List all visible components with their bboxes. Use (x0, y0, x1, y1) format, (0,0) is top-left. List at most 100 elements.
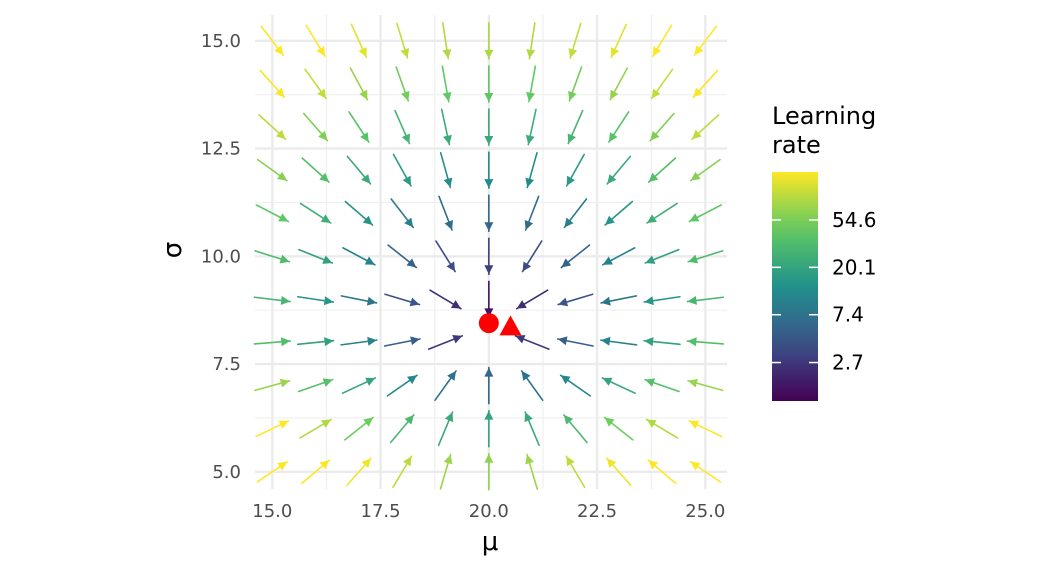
field-arrow (567, 109, 584, 145)
estimate-circle-marker (478, 313, 499, 334)
field-arrow (568, 66, 583, 102)
field-arrow (396, 22, 410, 59)
field-arrow (514, 334, 550, 350)
field-arrow (255, 420, 290, 438)
field-arrow (524, 195, 540, 231)
field-arrow (484, 151, 494, 189)
field-arrow (568, 22, 582, 59)
field-arrow (299, 418, 332, 439)
field-arrow (301, 459, 331, 485)
field-arrow (644, 248, 680, 264)
field-arrow (560, 244, 591, 269)
field-arrow (435, 240, 456, 273)
arrow-field (253, 22, 725, 491)
field-arrow (600, 336, 638, 346)
field-arrow (350, 23, 368, 59)
field-arrow (515, 289, 549, 310)
field-arrow (649, 112, 675, 142)
field-arrow (484, 280, 494, 319)
field-arrow (647, 459, 677, 485)
field-arrow (601, 377, 636, 394)
legend-tick-label: 7.4 (832, 303, 864, 327)
field-arrow (689, 158, 721, 182)
field-arrow (688, 204, 723, 223)
x-tick-label: 25.0 (685, 501, 725, 522)
field-arrow (643, 337, 681, 347)
field-arrow (525, 108, 537, 146)
field-arrow (602, 247, 636, 266)
y-tick-label: 15.0 (201, 31, 241, 52)
field-arrow (686, 295, 725, 305)
field-arrow (565, 455, 586, 489)
field-arrow (484, 65, 494, 103)
field-arrow (440, 108, 452, 146)
field-arrow (428, 334, 464, 350)
legend: Learning rate 2.7 7.4 20.1 54.6 (772, 102, 877, 401)
field-arrow (484, 22, 494, 60)
field-arrow (484, 409, 494, 448)
field-arrow (525, 151, 538, 189)
y-tick-label: 12.5 (201, 139, 241, 160)
field-arrow (298, 248, 334, 264)
field-arrow (342, 247, 376, 266)
y-tick-label: 7.5 (212, 354, 241, 375)
field-arrow (392, 153, 412, 187)
field-arrow (297, 295, 335, 306)
field-arrow (346, 155, 372, 185)
y-axis: 5.0 7.5 10.0 12.5 15.0 (201, 31, 241, 483)
field-arrow (687, 250, 724, 264)
field-arrow (394, 109, 411, 145)
field-arrow (258, 114, 287, 140)
x-tick-label: 17.5 (361, 501, 401, 522)
field-arrow (526, 22, 536, 60)
legend-colorbar (772, 172, 818, 401)
field-arrow (565, 153, 586, 187)
estimate-triangle-marker (499, 315, 522, 336)
field-arrow (429, 289, 462, 310)
field-arrow (484, 194, 494, 233)
legend-tick-label: 54.6 (832, 208, 877, 232)
field-arrow (254, 378, 291, 392)
field-arrow (384, 293, 421, 307)
field-arrow (253, 295, 291, 305)
points-layer (478, 313, 522, 336)
field-arrow (341, 377, 377, 394)
y-tick-label: 5.0 (212, 462, 241, 483)
field-arrow (644, 378, 680, 393)
field-arrow (608, 111, 630, 143)
x-tick-label: 22.5 (577, 501, 617, 522)
field-arrow (691, 114, 720, 140)
field-arrow (688, 420, 723, 438)
legend-tick-label: 20.1 (832, 255, 877, 279)
field-arrow (524, 411, 540, 447)
field-arrow (383, 336, 421, 347)
field-arrow (346, 457, 372, 487)
legend-tick-label: 2.7 (832, 351, 864, 375)
field-arrow (643, 295, 681, 306)
field-arrow (439, 453, 453, 490)
field-arrow (349, 67, 369, 101)
field-arrow (340, 336, 378, 346)
legend-title-line-1: Learning (772, 102, 876, 130)
field-arrow (604, 200, 634, 226)
field-arrow (563, 414, 588, 444)
field-arrow (255, 204, 290, 223)
field-arrow (686, 337, 725, 347)
field-arrow (600, 295, 638, 306)
field-arrow (434, 370, 457, 402)
field-arrow (559, 374, 592, 397)
field-arrow (392, 455, 413, 489)
field-arrow (646, 202, 678, 224)
field-arrow (606, 155, 632, 185)
field-arrow (340, 295, 378, 306)
field-arrow (687, 378, 724, 392)
field-arrow (260, 25, 285, 56)
field-arrow (689, 460, 722, 483)
field-arrow (302, 112, 329, 142)
field-arrow (256, 158, 288, 182)
field-arrow (525, 453, 539, 490)
field-arrow (386, 374, 418, 397)
field-arrow (651, 24, 673, 58)
field-arrow (301, 157, 330, 183)
